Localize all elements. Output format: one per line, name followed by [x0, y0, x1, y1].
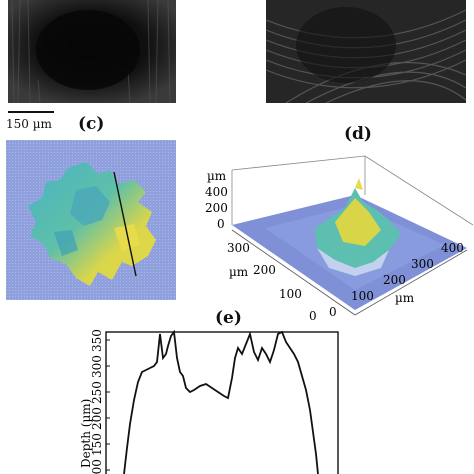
right-axis-tick: 100 — [351, 289, 374, 303]
depth-profile-curve — [123, 329, 319, 474]
panel-e-label: (e) — [215, 308, 242, 328]
y-axis-label: Depth (µm) — [80, 399, 93, 468]
right-axis-tick: 0 — [329, 305, 337, 319]
profile-line — [113, 171, 137, 277]
y-tick-label: 200 — [90, 407, 104, 430]
y-tick-label: 100 — [90, 459, 104, 474]
left-axis-tick: 0 — [309, 309, 317, 323]
right-axis-tick: 200 — [383, 273, 406, 287]
panel-e-depth-profile: 350 300 250 200 150 100 Depth (µm) — [80, 329, 339, 474]
left-axis-tick: 300 — [227, 241, 250, 255]
right-axis-tick: 400 — [441, 241, 464, 255]
scale-bar-label: 150 µm — [6, 117, 52, 131]
z-tick: 200 — [205, 201, 228, 215]
panel-c-height-map — [6, 140, 176, 300]
y-tick-label: 250 — [90, 381, 104, 404]
z-tick: 400 — [205, 185, 228, 199]
panel-d-label: (d) — [344, 124, 372, 144]
z-tick: 0 — [217, 217, 225, 231]
crater-region — [28, 162, 156, 286]
left-axis-tick: 200 — [253, 263, 276, 277]
panel-b-image — [266, 0, 466, 103]
scale-bar-line — [8, 111, 54, 113]
right-axis-tick: 300 — [411, 257, 434, 271]
panel-c-label: (c) — [78, 114, 105, 134]
panel-a-image — [8, 0, 176, 103]
left-axis-unit: µm — [229, 265, 249, 279]
left-axis-tick: 100 — [279, 287, 302, 301]
right-axis-unit: µm — [395, 291, 415, 305]
y-tick-label: 350 — [90, 329, 104, 352]
y-tick-label: 300 — [90, 355, 104, 378]
z-axis-unit: µm — [207, 169, 227, 183]
plot-frame — [105, 331, 339, 474]
panel-d-surface-plot: µm 400 200 0 300 200 100 0 µm 0 100 200 … — [205, 155, 474, 323]
y-tick-label: 150 — [90, 433, 104, 456]
